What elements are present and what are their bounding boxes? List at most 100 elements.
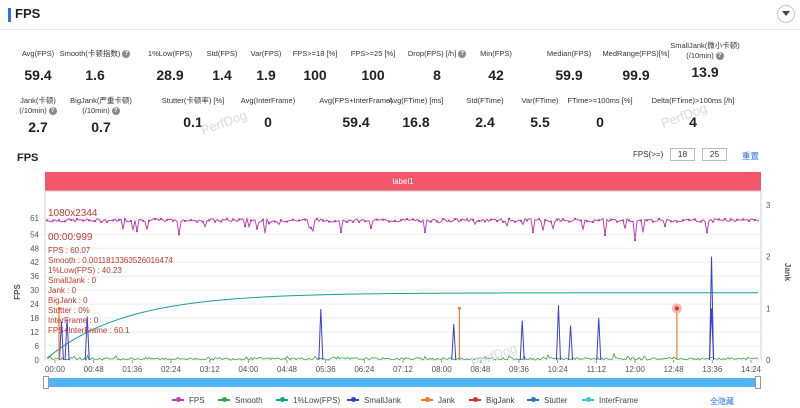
smalljank-spike	[451, 323, 457, 361]
metric-value: 1.9	[256, 67, 276, 83]
tooltip-line: Stutter : 0%	[48, 306, 90, 315]
fps-point	[478, 220, 480, 223]
fps-point	[466, 218, 468, 221]
collapse-button[interactable]	[777, 5, 795, 23]
metric-label: Avg(FTime) [ms]	[388, 96, 444, 105]
help-icon[interactable]: ?	[122, 50, 131, 59]
y-tick-label: 36	[30, 272, 39, 281]
metric-value: 1.4	[212, 67, 232, 83]
y-tick-label: 12	[30, 328, 39, 337]
legend-item-fps[interactable]: FPS	[172, 396, 205, 405]
fps-threshold-high-input[interactable]: 25	[702, 148, 727, 161]
y2-tick-label: 1	[766, 304, 771, 313]
reset-button[interactable]: 重置	[742, 151, 760, 161]
hide-all-button[interactable]: 全隐藏	[710, 397, 734, 406]
low1-line	[46, 292, 759, 359]
fps-point	[736, 218, 738, 221]
legend-item-bigjank[interactable]: BigJank	[469, 396, 514, 405]
metric-label: SmallJank(微小卡顿)	[670, 41, 740, 50]
fps-point	[604, 233, 606, 236]
metric-r1-9: Median(FPS) 59.9	[509, 49, 629, 83]
legend-item-1-low-fps-[interactable]: 1%Low(FPS)	[276, 396, 340, 405]
tooltip-line: Smooth : 0.0011813363526016474	[48, 256, 173, 265]
tooltip-line: FPS+InterFrame : 60.1	[48, 326, 130, 335]
fps-threshold-low-input[interactable]: 18	[670, 148, 695, 161]
metric-r1-8: Min(FPS) 42	[436, 49, 556, 83]
fps-point	[190, 219, 192, 222]
fps-point	[376, 218, 378, 221]
legend-label: BigJank	[486, 396, 515, 405]
legend-item-interframe[interactable]: InterFrame	[582, 396, 638, 405]
fps-point	[328, 220, 330, 223]
fps-point	[640, 219, 642, 222]
metric-sublabel: (/10min)?	[0, 106, 98, 116]
help-icon[interactable]: ?	[715, 52, 724, 61]
metric-label: Avg(FPS)	[21, 49, 55, 58]
metric-r1-10: MedRange(FPS)[%] 99.9	[576, 49, 696, 83]
fps-point	[226, 217, 228, 220]
legend-item-smooth[interactable]: Smooth	[218, 396, 263, 405]
fps-point	[142, 219, 144, 222]
metric-label: FPS>=18 [%]	[292, 49, 338, 58]
metric-label: Var(FTime)	[521, 96, 559, 105]
label-band[interactable]: label1	[45, 172, 761, 191]
x-tick-label: 02:24	[161, 365, 182, 374]
legend-dot	[280, 397, 285, 402]
fps-point	[196, 220, 198, 223]
fps-point	[562, 218, 564, 221]
metric-value: 59.9	[555, 67, 583, 83]
y-tick-label: 0	[35, 356, 40, 365]
y2-tick-label: 3	[766, 201, 771, 210]
fps-point	[124, 218, 126, 221]
legend-item-smalljank[interactable]: SmallJank	[347, 396, 401, 405]
fps-point	[334, 220, 336, 223]
tooltip-time: 00:00:999	[48, 231, 93, 243]
legend-item-jank[interactable]: Jank	[421, 396, 455, 405]
help-icon[interactable]: ?	[111, 107, 120, 116]
fps-point	[172, 219, 174, 222]
fps-point	[244, 225, 246, 228]
fps-point	[58, 219, 60, 222]
legend-label: InterFrame	[599, 396, 639, 405]
scrollbar-left-handle[interactable]	[43, 376, 49, 389]
metric-label: Jank(卡顿)	[20, 96, 56, 105]
x-tick-label: 03:12	[200, 365, 221, 374]
fps-point	[448, 219, 450, 222]
fps-point	[346, 220, 348, 223]
fps-point	[286, 220, 288, 223]
tooltip-line: Jank : 0	[48, 286, 77, 295]
legend-item-stutter[interactable]: Stutter	[527, 396, 568, 405]
metric-r1-11: SmallJank(微小卡顿) (/10min)? 13.9	[645, 41, 765, 80]
metric-r1-1: Smooth(卡顿指数)? 1.6	[35, 49, 155, 83]
help-icon[interactable]: ?	[458, 50, 467, 59]
y-tick-label: 24	[30, 300, 39, 309]
fps-point	[742, 218, 744, 221]
legend-label: FPS	[189, 396, 205, 405]
smooth-line	[46, 352, 759, 361]
chart-grid	[42, 190, 762, 361]
legend-dot	[176, 397, 181, 402]
fps-point	[652, 220, 654, 223]
header-divider	[0, 29, 800, 30]
scrollbar-right-handle[interactable]	[755, 376, 761, 389]
help-icon[interactable]: ?	[48, 107, 57, 116]
x-tick-label: 05:36	[316, 365, 337, 374]
time-range-scrollbar[interactable]	[45, 378, 761, 387]
y2-tick-label: 0	[766, 356, 771, 365]
fps-point	[676, 220, 678, 223]
metric-value: 0.1	[183, 114, 203, 130]
fps-point	[322, 219, 324, 222]
fps-point	[688, 218, 690, 221]
fps-point	[310, 226, 312, 229]
fps-point	[706, 231, 708, 234]
fps-point	[214, 220, 216, 223]
fps-point	[682, 219, 684, 222]
fps-point	[442, 218, 444, 221]
y-tick-label: 61	[30, 214, 39, 223]
y-tick-label: 30	[30, 286, 39, 295]
smalljank-spike	[555, 305, 561, 361]
fps-point	[532, 231, 534, 234]
fps-point	[292, 218, 294, 221]
